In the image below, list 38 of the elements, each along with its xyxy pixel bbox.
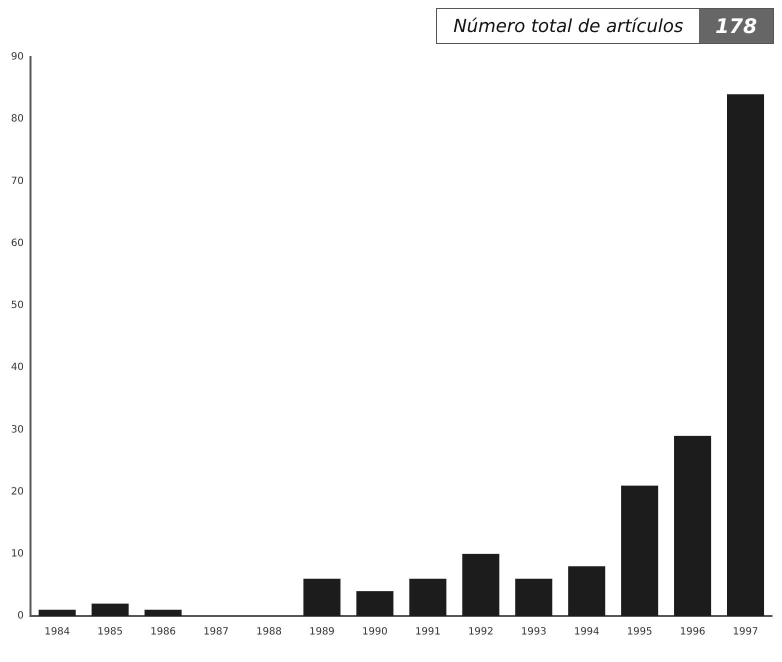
x-tick-label: 1996	[680, 626, 706, 638]
x-tick-label: 1994	[574, 626, 600, 638]
bar	[356, 591, 394, 616]
bar	[303, 578, 340, 616]
bar	[568, 566, 606, 616]
x-tick-label: 1984	[44, 626, 70, 638]
bar	[674, 436, 712, 616]
bar	[38, 610, 76, 616]
bar	[462, 554, 500, 616]
x-tick-label: 1991	[415, 626, 441, 638]
y-tick-label: 0	[17, 610, 24, 622]
bar	[144, 610, 182, 616]
x-tick-label: 1988	[256, 626, 282, 638]
bar	[409, 578, 446, 616]
bar	[621, 486, 658, 616]
y-tick-label: 50	[10, 300, 24, 312]
y-tick-label: 70	[10, 176, 24, 187]
x-tick-label: 1986	[150, 626, 176, 638]
bar	[515, 578, 552, 616]
y-tick-label: 60	[10, 238, 24, 249]
x-tick-label: 1992	[468, 626, 494, 638]
y-tick-label: 80	[10, 114, 24, 125]
chart-title: Número total de artículos	[452, 14, 684, 38]
x-tick-label: 1993	[521, 626, 546, 638]
text: 178	[699, 9, 773, 43]
x-tick-label: 1985	[97, 626, 123, 638]
x-tick-label: 1990	[362, 626, 388, 638]
y-tick-label: 10	[10, 548, 24, 560]
x-tick-label: 1997	[732, 626, 758, 638]
y-tick-label: 30	[10, 424, 24, 436]
bar	[726, 94, 764, 616]
y-tick-label: 90	[10, 52, 24, 63]
y-tick-label: 20	[10, 486, 24, 498]
x-tick-label: 1989	[309, 626, 335, 638]
bar	[92, 604, 129, 616]
x-tick-label: 1995	[626, 626, 652, 638]
x-tick-label: 1987	[203, 626, 229, 638]
y-tick-label: 40	[10, 362, 24, 374]
